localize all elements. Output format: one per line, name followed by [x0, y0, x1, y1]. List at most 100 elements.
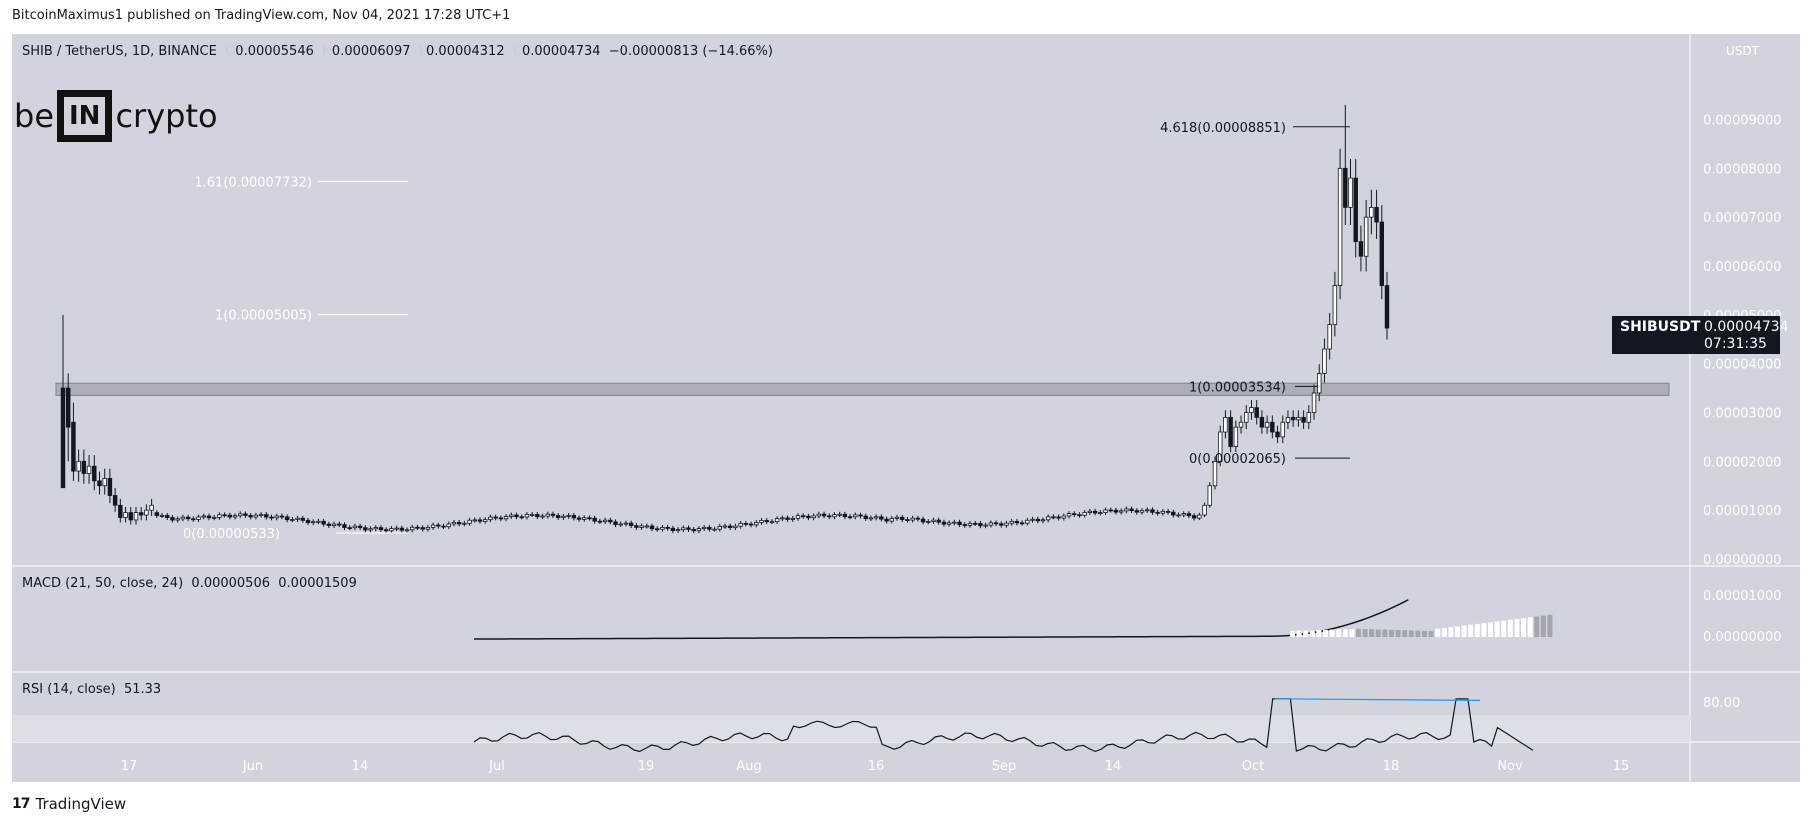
macd-hist-bar [1494, 621, 1500, 637]
time-tick-label: 14 [1105, 759, 1122, 774]
candle [1150, 509, 1155, 513]
symbol-name: SHIB / TetherUS, 1D, BINANCE [22, 44, 217, 59]
candle [686, 527, 691, 530]
price-tick-label: 0.00006000 [1703, 260, 1782, 275]
macd-hist-bar [1309, 630, 1315, 637]
candle [206, 515, 212, 519]
candle [587, 517, 592, 520]
fib-label: 1(0.00003534) [1189, 380, 1286, 395]
candle [853, 514, 858, 518]
candle [159, 515, 165, 517]
close-value: 0.00004734 [521, 44, 601, 59]
candle [1254, 407, 1259, 418]
candle [707, 526, 712, 530]
macd-hist-bar [1362, 629, 1368, 637]
candle [1025, 519, 1030, 524]
candle [284, 516, 290, 521]
candle [1082, 512, 1087, 516]
candle [165, 515, 170, 518]
candle [1035, 518, 1040, 522]
candle [597, 520, 603, 523]
change-value: −0.00000813 (−14.66%) [608, 44, 773, 59]
candle [540, 515, 545, 518]
candle [264, 514, 269, 518]
candle [759, 520, 764, 523]
candle [1108, 509, 1113, 512]
candle [1191, 515, 1197, 519]
candle [1322, 348, 1327, 374]
candle [383, 529, 389, 532]
candle [1296, 416, 1301, 421]
macd-hist-bar [1435, 628, 1441, 637]
candle [1134, 510, 1140, 513]
candle [227, 514, 233, 518]
candle [941, 521, 947, 525]
candle [488, 516, 493, 521]
candle [269, 516, 274, 519]
candle [691, 529, 696, 532]
candle [425, 526, 431, 530]
candle [399, 527, 405, 531]
price-tick-label: 0.00002000 [1703, 455, 1782, 470]
currency-label: USDT [1726, 44, 1759, 58]
candle [519, 516, 524, 519]
candle [545, 513, 550, 517]
candle [1019, 522, 1025, 525]
low-value: 0.00004312 [426, 44, 505, 59]
candle [681, 527, 686, 531]
candle [1374, 206, 1379, 223]
time-tick-label: 18 [1383, 759, 1400, 774]
candle [92, 465, 97, 482]
macd-hist-bar [1395, 630, 1401, 637]
candle [378, 527, 384, 531]
candle [608, 519, 613, 523]
candle [175, 518, 180, 521]
macd-hist-bar [1375, 629, 1381, 637]
macd-hist-bar [1303, 630, 1309, 637]
candle [154, 512, 160, 516]
fib-label: 0(0.00002065) [1189, 452, 1286, 467]
candle [86, 465, 92, 474]
candle [1369, 206, 1374, 218]
candle [1155, 511, 1160, 514]
macd-hist-bar [1369, 629, 1375, 637]
macd-hist-bar [1342, 629, 1348, 637]
candle [670, 527, 676, 531]
candle [926, 521, 931, 523]
candle [655, 528, 660, 531]
time-axis-pane [12, 742, 1690, 782]
candle [196, 516, 201, 520]
candle [238, 513, 243, 517]
candle [97, 480, 102, 487]
candle [1040, 519, 1046, 522]
rsi-line [473, 698, 1534, 753]
price-tag-countdown: 07:31:35 [1704, 336, 1767, 352]
candle [493, 516, 498, 519]
candle [144, 509, 149, 516]
candle [337, 523, 342, 526]
candle [1275, 431, 1280, 438]
candle [321, 520, 326, 525]
candle [462, 522, 467, 525]
macd-hist-bar [1415, 630, 1421, 637]
candle [373, 527, 378, 530]
candle [790, 518, 795, 520]
candle [347, 527, 352, 529]
candle [357, 525, 363, 529]
time-tick-label: Sep [992, 759, 1017, 774]
candle [1379, 221, 1385, 286]
candle [253, 514, 259, 518]
candle [806, 515, 811, 519]
candle [743, 523, 749, 525]
macd-tick-label: 0.00001000 [1703, 589, 1782, 604]
candle [561, 515, 566, 518]
candle [1332, 285, 1338, 325]
footer-brand[interactable]: 17 TradingView [12, 795, 127, 813]
time-tick-label: 17 [121, 759, 138, 774]
candle [514, 514, 519, 518]
candle [1066, 513, 1072, 517]
candle [1009, 520, 1014, 524]
candle [1306, 412, 1312, 423]
candle [482, 519, 488, 522]
